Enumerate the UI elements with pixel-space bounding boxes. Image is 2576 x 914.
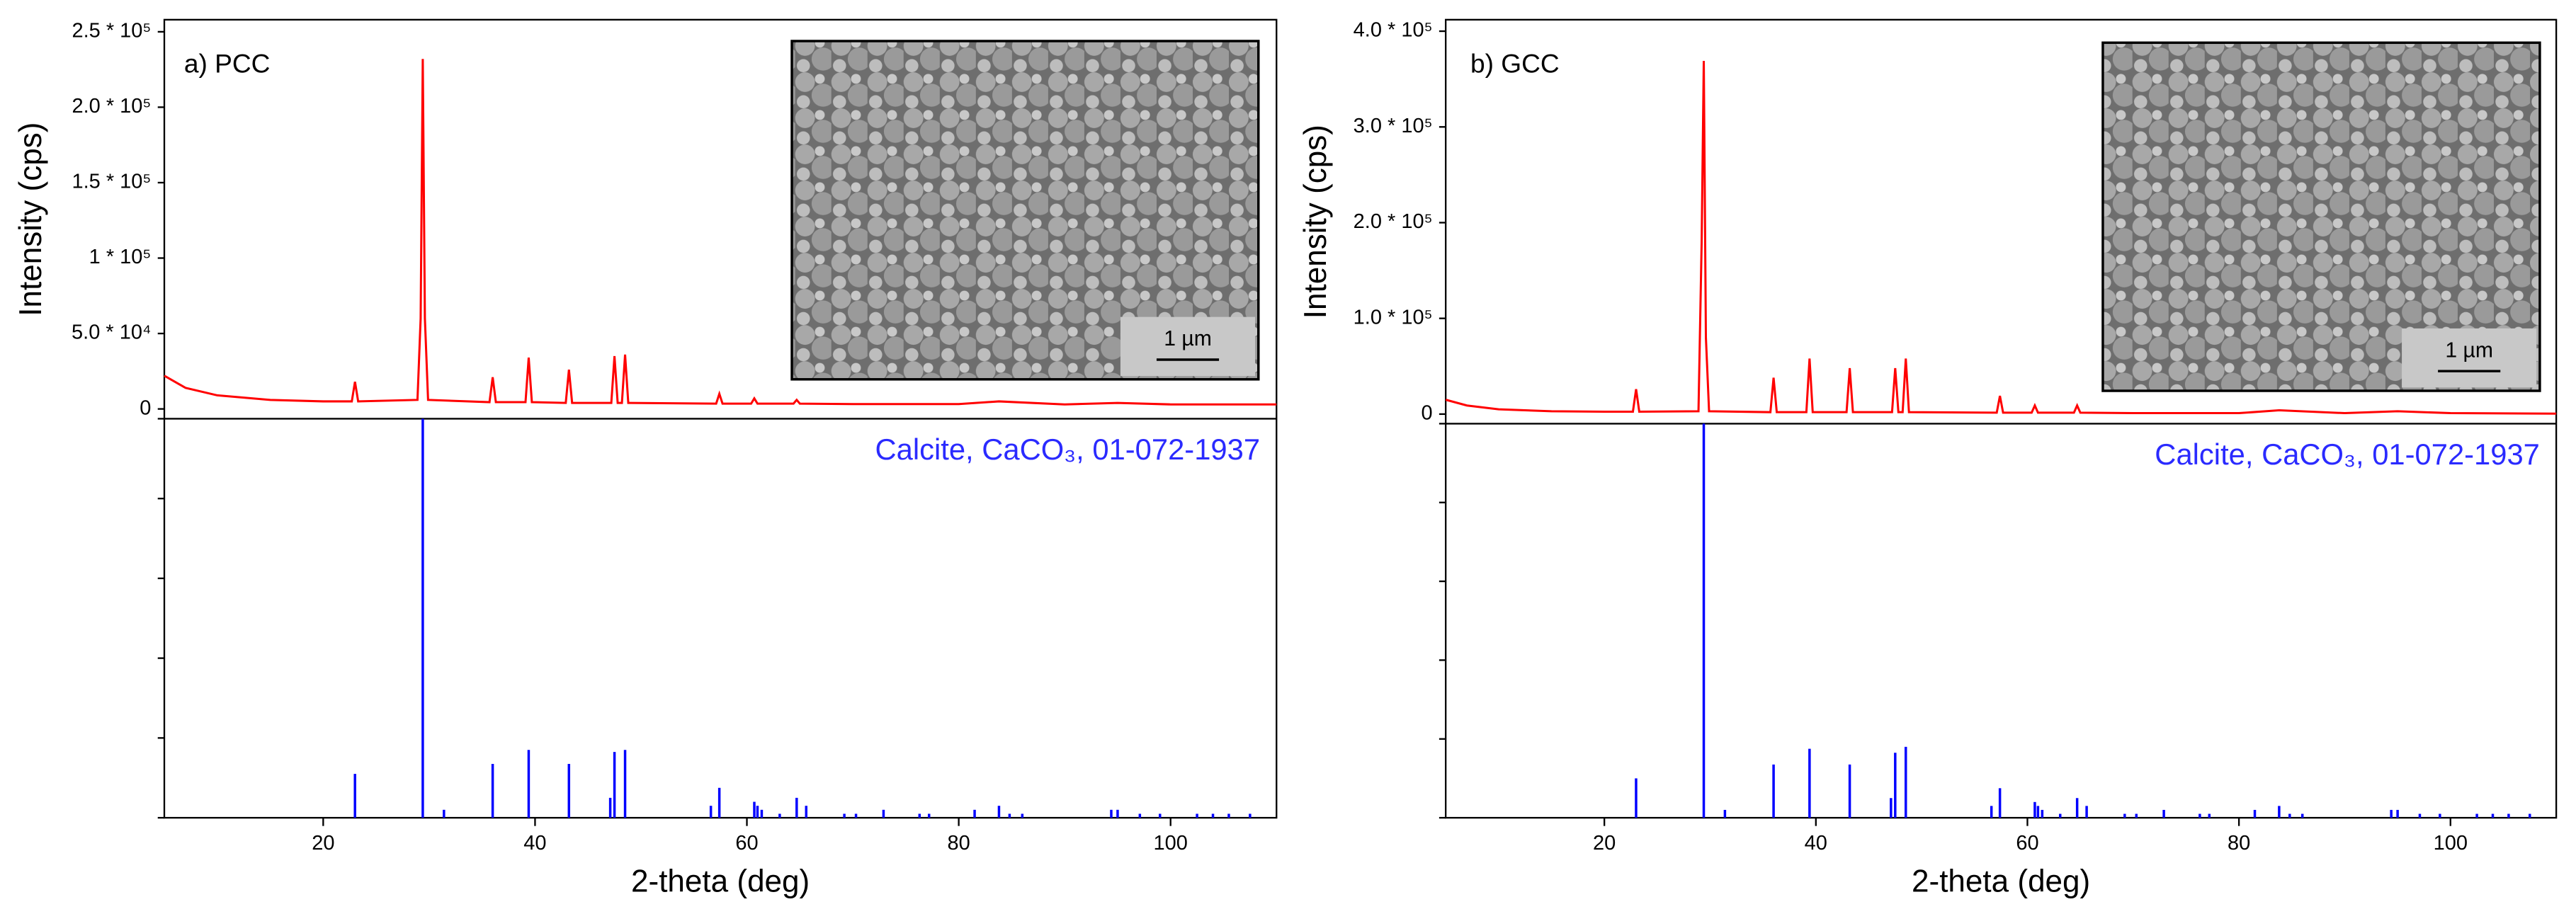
x-axis-label: 2-theta (deg) [1912, 864, 2090, 898]
y-tick-label: 2.0 * 10⁵ [72, 95, 152, 118]
y-tick-label: 4.0 * 10⁵ [1354, 19, 1433, 42]
y-tick-label: 1 * 10⁵ [89, 246, 152, 268]
y-tick-label: 0 [1421, 402, 1432, 425]
scale-box [2402, 328, 2537, 388]
panel-title: b) GCC [1470, 49, 1560, 79]
x-axis-label: 2-theta (deg) [631, 864, 810, 898]
y-axis-label: Intensity (cps) [13, 122, 48, 316]
x-tick-label: 20 [1593, 832, 1616, 855]
x-tick-label: 80 [947, 832, 970, 855]
y-tick-label: 1.5 * 10⁵ [72, 171, 152, 193]
x-tick-label: 40 [1805, 832, 1827, 855]
y-axis-label: Intensity (cps) [1298, 125, 1333, 319]
y-tick-label: 2.0 * 10⁵ [1354, 210, 1433, 233]
y-tick-label: 3.0 * 10⁵ [1354, 115, 1433, 137]
xrd-pattern [164, 59, 1277, 406]
x-tick-label: 60 [735, 832, 758, 855]
x-tick-label: 100 [2434, 832, 2468, 855]
scale-label: 1 µm [1164, 327, 1212, 350]
scale-label: 1 µm [2445, 338, 2493, 362]
x-tick-label: 60 [2016, 832, 2038, 855]
panel-title: a) PCC [184, 49, 271, 79]
x-tick-label: 100 [1154, 832, 1188, 855]
reference-label: Calcite, CaCO₃, 01-072-1937 [2155, 438, 2540, 471]
y-tick-label: 2.5 * 10⁵ [72, 20, 152, 42]
x-tick-label: 40 [523, 832, 546, 855]
x-tick-label: 20 [312, 832, 334, 855]
reference-label: Calcite, CaCO₃, 01-072-1937 [875, 433, 1260, 466]
scale-box [1120, 316, 1256, 377]
y-tick-label: 1.0 * 10⁵ [1354, 306, 1433, 329]
y-tick-label: 5.0 * 10⁴ [72, 321, 151, 344]
y-tick-label: 0 [140, 396, 151, 419]
x-tick-label: 80 [2228, 832, 2250, 855]
xrd-pattern [1445, 60, 2557, 415]
